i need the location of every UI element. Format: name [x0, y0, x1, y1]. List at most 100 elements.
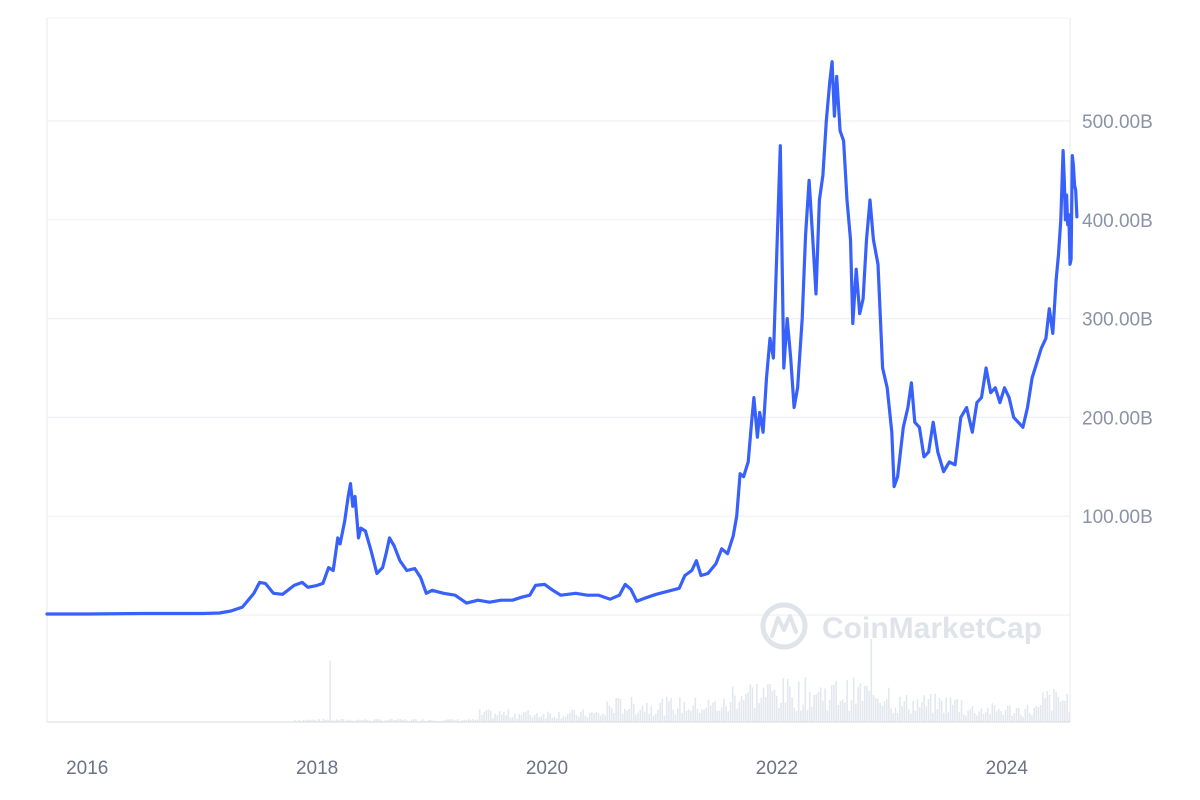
volume-bar — [575, 714, 578, 722]
x-axis-ticks: 2016 2018 2020 2022 2024 — [66, 758, 1028, 779]
volume-bar — [1031, 715, 1033, 722]
volume-bar — [861, 700, 864, 722]
volume-bar — [879, 702, 881, 722]
volume-bar — [362, 720, 364, 722]
volume-bar — [1059, 701, 1062, 722]
volume-bar — [738, 701, 741, 722]
y-tick-label-3: 400.00B — [1082, 211, 1153, 232]
volume-bar — [674, 714, 677, 722]
volume-bar — [709, 705, 712, 722]
volume-bar — [1046, 691, 1049, 722]
volume-bar — [729, 702, 732, 722]
volume-bar — [476, 719, 479, 722]
volume-bar — [740, 695, 743, 722]
volume-bar — [998, 708, 1000, 722]
volume-bar — [520, 715, 523, 722]
volume-bar — [971, 706, 974, 722]
volume-bar — [995, 711, 998, 722]
volume-bar — [1002, 714, 1005, 722]
volume-bar — [364, 719, 367, 722]
volume-bar — [1053, 688, 1055, 722]
volume-bar — [993, 705, 996, 722]
volume-bar — [573, 709, 576, 722]
volume-bar — [870, 639, 873, 722]
volume-bar — [434, 720, 437, 722]
volume-bar — [965, 715, 967, 722]
volume-bar — [731, 686, 734, 722]
volume-bar — [483, 712, 485, 722]
y-tick-label-2: 300.00B — [1082, 310, 1153, 331]
volume-bar — [857, 687, 859, 722]
volume-bar — [1009, 705, 1011, 722]
volume-bar — [1037, 707, 1040, 722]
volume-bar — [712, 702, 714, 722]
volume-bar — [797, 681, 800, 722]
volume-bar — [703, 709, 705, 722]
volume-bar — [679, 697, 681, 722]
volume-bar — [762, 687, 765, 722]
volume-bar — [742, 700, 745, 722]
volume-bar — [340, 719, 342, 722]
volume-bar — [327, 719, 329, 722]
volume-bar — [817, 691, 820, 722]
volume-bar — [773, 689, 776, 722]
volume-bar — [346, 720, 349, 722]
volume-bar — [452, 719, 455, 722]
volume-bar — [676, 708, 679, 722]
volume-bar — [481, 714, 483, 722]
grid-lines — [47, 120, 1070, 616]
volume-bar — [960, 700, 963, 722]
volume-bar — [329, 660, 331, 722]
volume-bar — [804, 677, 807, 722]
volume-bar — [784, 702, 787, 722]
volume-bar — [989, 714, 991, 722]
volume-bar — [610, 708, 613, 722]
volume-bar — [672, 709, 675, 722]
x-tick-label-3: 2022 — [756, 758, 798, 779]
volume-bar — [775, 695, 778, 722]
volume-bar — [496, 715, 499, 722]
volume-bar — [687, 709, 690, 722]
volume-bar — [782, 677, 785, 722]
volume-bar — [949, 697, 952, 722]
volume-bar — [593, 713, 595, 722]
volume-bar — [313, 719, 316, 722]
volume-bar — [547, 711, 549, 722]
volume-bar — [542, 713, 545, 722]
volume-bar — [888, 687, 890, 722]
volume-bar — [492, 718, 494, 722]
volume-bar — [613, 712, 615, 722]
volume-bar — [355, 720, 358, 722]
x-tick-label-1: 2018 — [296, 758, 338, 779]
volume-bar — [617, 697, 620, 722]
volume-bar — [322, 718, 325, 722]
volume-bar — [718, 710, 721, 722]
volume-bar — [639, 709, 642, 722]
volume-bar — [980, 708, 983, 722]
volume-bar — [487, 709, 490, 722]
volume-bar — [747, 692, 749, 722]
volume-bar — [379, 719, 382, 722]
volume-bar — [969, 709, 972, 722]
volume-bar — [518, 713, 521, 722]
volume-bar — [1024, 708, 1027, 722]
volume-bar — [562, 716, 565, 722]
volume-bar — [951, 704, 954, 722]
volume-bar — [830, 685, 833, 722]
volume-bar — [351, 720, 353, 722]
volume-bar — [1064, 700, 1066, 722]
volume-bar — [560, 718, 562, 722]
volume-bar — [912, 701, 914, 722]
volume-bar — [707, 699, 710, 722]
volume-bar — [934, 693, 936, 722]
volume-bar — [544, 718, 547, 722]
volume-bar — [549, 713, 551, 722]
volume-bar — [408, 720, 411, 722]
volume-bar — [404, 719, 406, 722]
volume-bar — [978, 711, 980, 722]
volume-bar — [305, 720, 307, 722]
volume-bar — [393, 720, 395, 722]
volume-bar — [690, 710, 692, 722]
volume-bar — [927, 699, 930, 722]
volume-bar — [954, 700, 956, 722]
